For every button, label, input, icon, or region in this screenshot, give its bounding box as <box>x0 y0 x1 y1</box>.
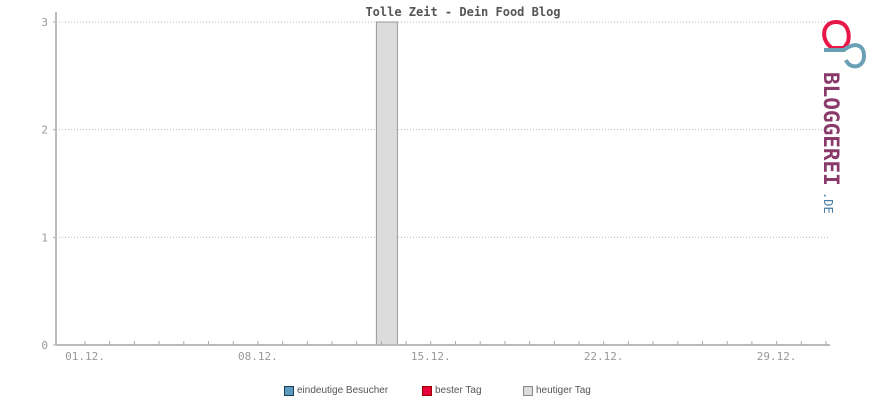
legend-swatch <box>422 385 432 396</box>
x-tick-label: 29.12. <box>757 350 797 363</box>
y-tick-label: 1 <box>41 231 48 244</box>
y-tick-label: 0 <box>41 339 48 352</box>
legend-item: eindeutige Besucher <box>284 385 388 396</box>
bar <box>375 21 398 346</box>
legend-label: bester Tag <box>435 385 482 396</box>
x-tick-label: 01.12. <box>65 350 105 363</box>
y-tick-label: 3 <box>41 16 48 29</box>
legend-label: eindeutige Besucher <box>297 385 389 396</box>
svg-text:.DE: .DE <box>821 192 835 214</box>
legend-item: bester Tag <box>422 385 482 396</box>
chart-title: Tolle Zeit - Dein Food Blog <box>365 5 560 19</box>
x-tick-label: 15.12. <box>411 350 451 363</box>
x-tick-label: 22.12. <box>584 350 624 363</box>
legend-swatch <box>284 385 294 396</box>
x-tick-label: 08.12. <box>238 350 278 363</box>
legend-swatch <box>523 385 533 396</box>
y-tick-label: 2 <box>41 124 48 137</box>
svg-text:BLOGGEREI: BLOGGEREI <box>819 72 843 186</box>
legend-item: heutiger Tag <box>523 385 591 396</box>
legend-label: heutiger Tag <box>536 385 591 396</box>
bloggerei-logo: BLOGGEREI .DE <box>819 19 867 214</box>
